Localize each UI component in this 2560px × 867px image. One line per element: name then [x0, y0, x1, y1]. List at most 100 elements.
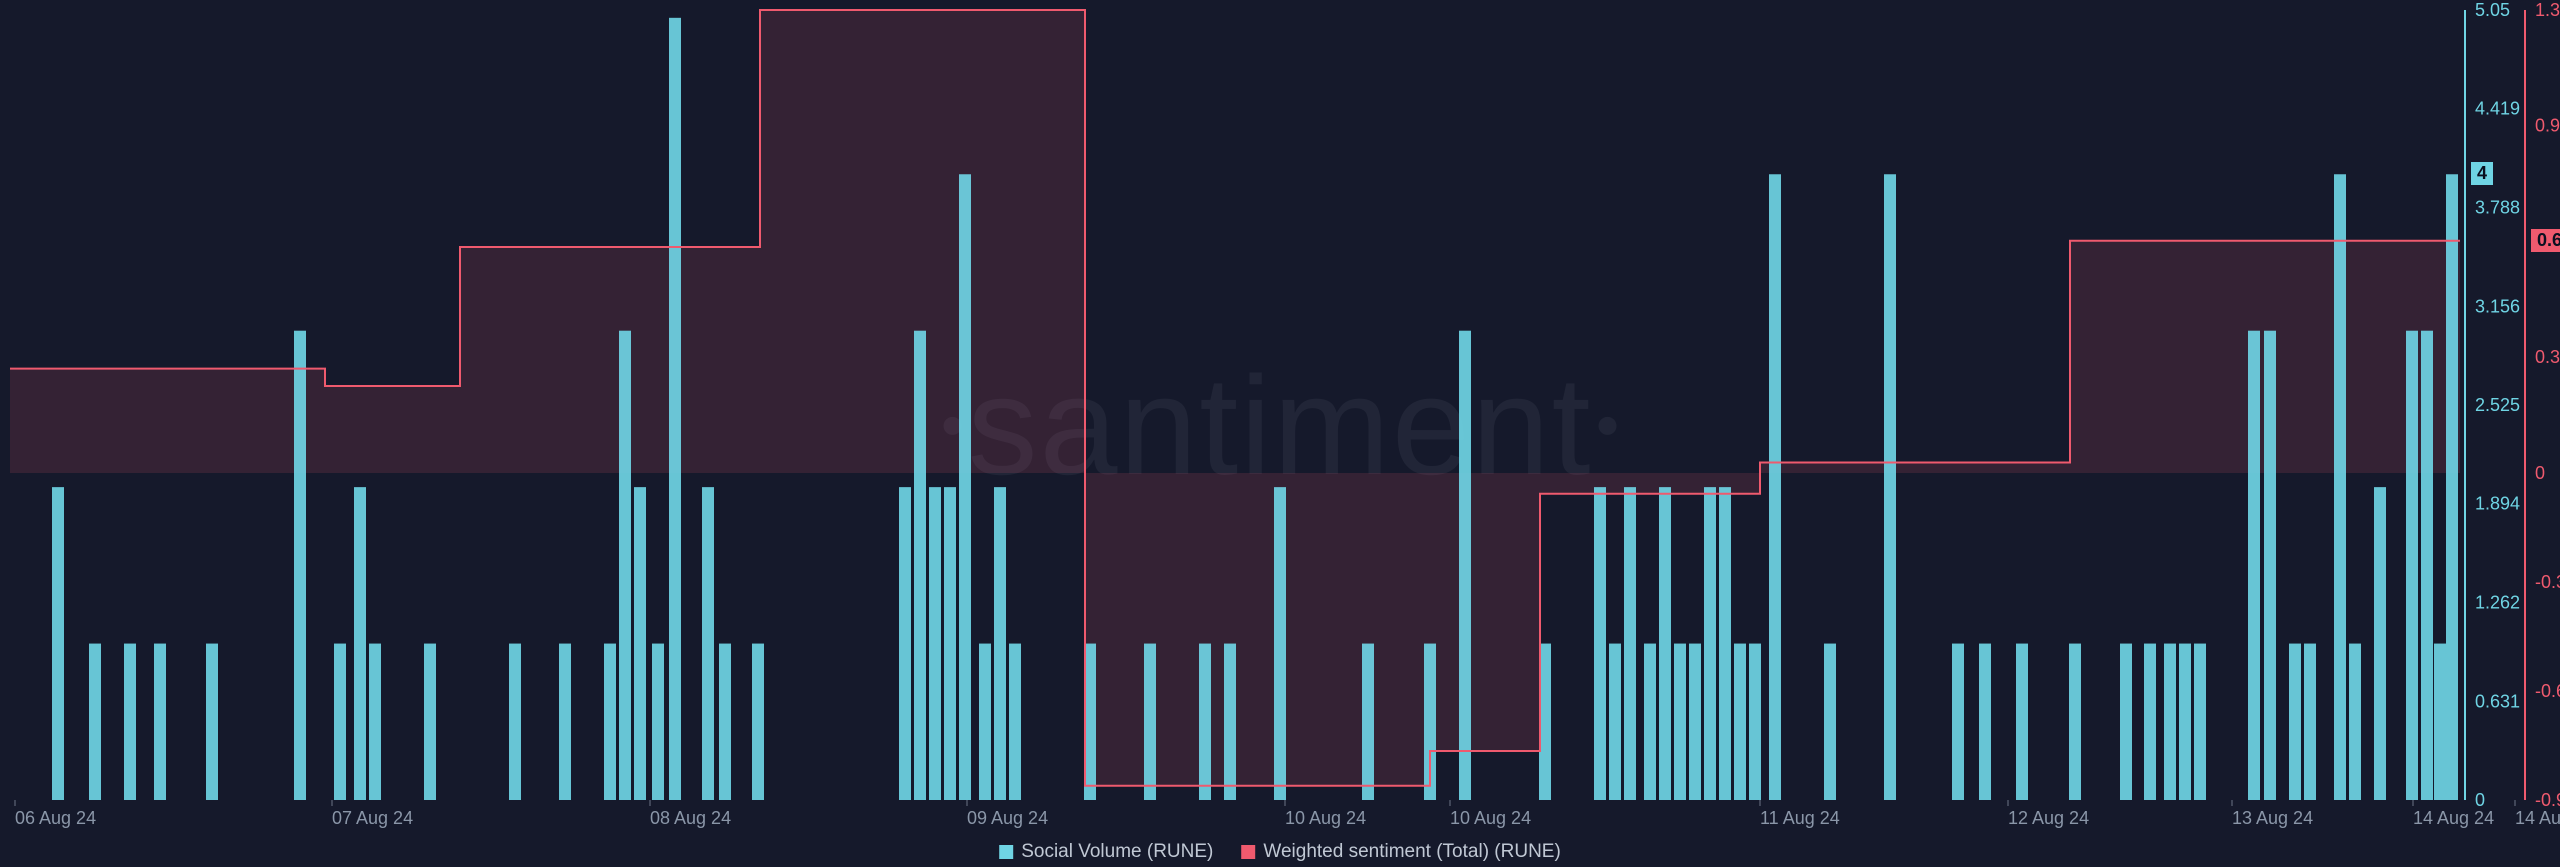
legend-item-weighted-sentiment[interactable]: Weighted sentiment (Total) (RUNE) [1241, 841, 1560, 863]
bar[interactable] [1689, 644, 1701, 800]
y-axis-right-tick-label: 0 [2535, 463, 2545, 483]
bar[interactable] [124, 644, 136, 800]
x-axis-tick-label: 14 Aug 24 [2515, 808, 2560, 828]
legend-item-social-volume[interactable]: Social Volume (RUNE) [999, 841, 1213, 863]
bar[interactable] [2349, 644, 2361, 800]
bar[interactable] [334, 644, 346, 800]
bar[interactable] [2248, 331, 2260, 800]
bar[interactable] [2179, 644, 2191, 800]
x-axis-tick-label: 08 Aug 24 [650, 808, 731, 828]
bar[interactable] [2016, 644, 2028, 800]
bar[interactable] [424, 644, 436, 800]
bar[interactable] [2421, 331, 2433, 800]
bar[interactable] [2289, 644, 2301, 800]
bar[interactable] [899, 487, 911, 800]
bar[interactable] [2434, 644, 2446, 800]
bar[interactable] [559, 644, 571, 800]
y-axis-left-tick-label: 0 [2475, 790, 2485, 810]
bar[interactable] [1594, 487, 1606, 800]
y-axis-right-tick-label: -0.941 [2535, 790, 2560, 810]
bar[interactable] [354, 487, 366, 800]
y-axis-right-tick-label: 0.999 [2535, 116, 2560, 136]
bar[interactable] [1749, 644, 1761, 800]
y-axis-left-tick-label: 1.262 [2475, 593, 2520, 613]
legend-swatch-icon [999, 845, 1013, 859]
y-axis-right-tick-label: -0.628 [2535, 681, 2560, 701]
bar[interactable] [2069, 644, 2081, 800]
legend-label: Social Volume (RUNE) [1021, 841, 1213, 863]
bar[interactable] [634, 487, 646, 800]
bar[interactable] [1704, 487, 1716, 800]
bar[interactable] [719, 644, 731, 800]
y-axis-left-tick-label: 1.894 [2475, 494, 2520, 514]
bar[interactable] [2144, 644, 2156, 800]
bar[interactable] [294, 331, 306, 800]
bar[interactable] [206, 644, 218, 800]
x-axis-tick-label: 10 Aug 24 [1450, 808, 1531, 828]
x-axis-tick-label: 13 Aug 24 [2232, 808, 2313, 828]
bar[interactable] [1362, 644, 1374, 800]
right-axis-current-tag: 0.668 [2531, 229, 2560, 252]
bar[interactable] [1824, 644, 1836, 800]
bar[interactable] [1659, 487, 1671, 800]
bar[interactable] [89, 644, 101, 800]
bar[interactable] [1624, 487, 1636, 800]
bar[interactable] [509, 644, 521, 800]
bar[interactable] [1979, 644, 1991, 800]
y-axis-left-tick-label: 3.788 [2475, 197, 2520, 217]
y-axis-right-tick-label: 0.333 [2535, 347, 2560, 367]
bar[interactable] [669, 18, 681, 800]
bar[interactable] [914, 331, 926, 800]
bar[interactable] [2164, 644, 2176, 800]
bar[interactable] [929, 487, 941, 800]
bar[interactable] [369, 644, 381, 800]
bar[interactable] [1274, 487, 1286, 800]
bar[interactable] [1674, 644, 1686, 800]
bar[interactable] [959, 174, 971, 800]
bar[interactable] [2120, 644, 2132, 800]
x-axis-tick-label: 12 Aug 24 [2008, 808, 2089, 828]
y-axis-right-tick-label: -0.314 [2535, 572, 2560, 592]
y-axis-left-tick-label: 5.05 [2475, 0, 2510, 20]
bar[interactable] [979, 644, 991, 800]
bar[interactable] [1952, 644, 1964, 800]
bar[interactable] [2374, 487, 2386, 800]
x-axis-tick-label: 14 Aug 24 [2413, 808, 2494, 828]
y-axis-right-tick-label: 1.332 [2535, 0, 2560, 20]
legend-swatch-icon [1241, 845, 1255, 859]
bar[interactable] [1884, 174, 1896, 800]
bar[interactable] [1719, 487, 1731, 800]
bar[interactable] [2264, 331, 2276, 800]
bar[interactable] [702, 487, 714, 800]
left-axis-current-tag: 4 [2471, 162, 2493, 185]
bar[interactable] [1734, 644, 1746, 800]
bar[interactable] [994, 487, 1006, 800]
bar[interactable] [2304, 644, 2316, 800]
bar[interactable] [619, 331, 631, 800]
y-axis-left-tick-label: 0.631 [2475, 691, 2520, 711]
bar[interactable] [1609, 644, 1621, 800]
bar[interactable] [1224, 644, 1236, 800]
bar[interactable] [944, 487, 956, 800]
y-axis-left-tick-label: 4.419 [2475, 99, 2520, 119]
chart-container: santiment 06 Aug 2407 Aug 2408 Aug 2409 … [0, 0, 2560, 867]
bar[interactable] [652, 644, 664, 800]
bar[interactable] [52, 487, 64, 800]
x-axis-tick-label: 09 Aug 24 [967, 808, 1048, 828]
bar[interactable] [1644, 644, 1656, 800]
bar[interactable] [752, 644, 764, 800]
bar[interactable] [2406, 331, 2418, 800]
legend-label: Weighted sentiment (Total) (RUNE) [1263, 841, 1560, 863]
bar[interactable] [1199, 644, 1211, 800]
bar[interactable] [1144, 644, 1156, 800]
bar[interactable] [1459, 331, 1471, 800]
bar[interactable] [2194, 644, 2206, 800]
bar[interactable] [2334, 174, 2346, 800]
bar[interactable] [2446, 174, 2458, 800]
bar[interactable] [1769, 174, 1781, 800]
x-axis-tick-label: 06 Aug 24 [15, 808, 96, 828]
bar[interactable] [154, 644, 166, 800]
chart-svg[interactable]: 06 Aug 2407 Aug 2408 Aug 2409 Aug 2410 A… [0, 0, 2560, 867]
bar[interactable] [1009, 644, 1021, 800]
bar[interactable] [604, 644, 616, 800]
